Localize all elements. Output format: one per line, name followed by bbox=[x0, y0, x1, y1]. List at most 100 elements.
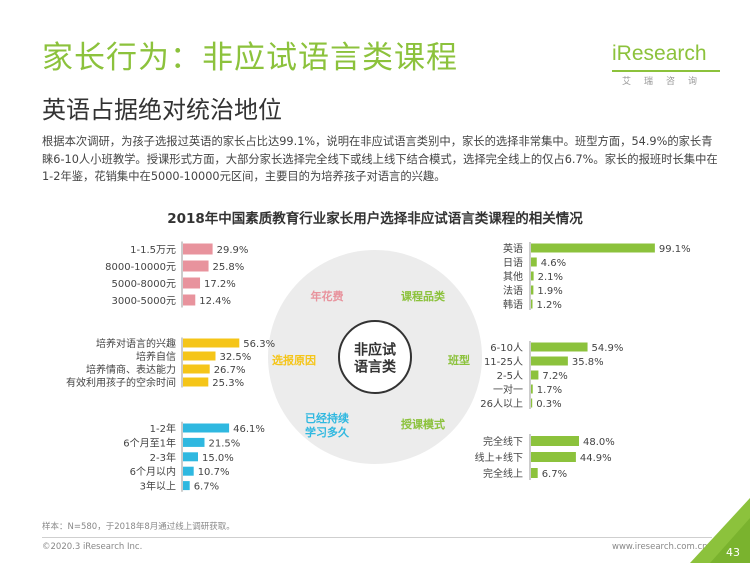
value-label: 1.9% bbox=[537, 286, 562, 297]
category-label: 英语 bbox=[503, 242, 523, 255]
value-label: 54.9% bbox=[592, 343, 624, 354]
panel-label: 课程品类 bbox=[401, 289, 446, 303]
category-label: 完全线下 bbox=[483, 435, 523, 448]
value-label: 48.0% bbox=[583, 437, 615, 448]
bar bbox=[183, 377, 209, 387]
bar bbox=[183, 437, 205, 447]
value-label: 29.9% bbox=[217, 245, 249, 256]
category-label: 培养自信 bbox=[136, 350, 176, 363]
bar bbox=[183, 260, 209, 272]
category-label: 2-3年 bbox=[150, 451, 176, 464]
bar bbox=[183, 423, 230, 433]
category-label: 1-2年 bbox=[150, 422, 176, 435]
category-label: 日语 bbox=[503, 257, 523, 269]
bar bbox=[183, 338, 240, 348]
panel-label: 学习多久 bbox=[305, 425, 350, 439]
bar bbox=[183, 481, 190, 491]
value-label: 6.7% bbox=[194, 482, 219, 493]
value-label: 46.1% bbox=[233, 424, 265, 435]
category-label: 完全线上 bbox=[483, 467, 523, 480]
value-label: 1.7% bbox=[537, 385, 562, 396]
value-label: 99.1% bbox=[659, 244, 691, 255]
sample-note: 样本：N=580，于2018年8月通过线上调研获取。 bbox=[42, 522, 235, 532]
bar bbox=[183, 364, 210, 374]
chart-title: 2018年中国素质教育行业家长用户选择非应试语言类课程的相关情况 bbox=[167, 211, 583, 227]
center-label-line: 非应试 bbox=[354, 342, 396, 359]
value-label: 25.8% bbox=[213, 262, 245, 273]
bar bbox=[531, 243, 655, 253]
logo-text: iResearch bbox=[612, 42, 707, 65]
category-label: 11-25人 bbox=[484, 356, 523, 368]
category-label: 培养情商、表达能力 bbox=[86, 363, 176, 376]
category-label: 其他 bbox=[503, 270, 523, 283]
category-label: 有效利用孩子的空余时间 bbox=[66, 376, 176, 389]
bar bbox=[183, 452, 198, 462]
logo-underline bbox=[612, 70, 720, 72]
bar bbox=[531, 285, 534, 295]
bar bbox=[531, 271, 534, 281]
category-label: 一对一 bbox=[493, 383, 523, 396]
category-label: 26人以上 bbox=[480, 398, 523, 410]
bar bbox=[531, 468, 538, 478]
page-title: 家长行为：非应试语言类课程 bbox=[42, 40, 458, 76]
category-label: 韩语 bbox=[503, 298, 523, 311]
value-label: 21.5% bbox=[209, 438, 241, 449]
panel-label: 已经持续 bbox=[305, 411, 349, 425]
iresearch-logo: iResearch 艾瑞咨询 bbox=[612, 42, 732, 87]
bar bbox=[531, 299, 533, 309]
summary-paragraph: 根据本次调研，为孩子选报过英语的家长占比达99.1%，说明在非应试语言类别中，家… bbox=[42, 135, 718, 183]
category-label: 2-5人 bbox=[497, 370, 523, 382]
value-label: 56.3% bbox=[243, 339, 275, 350]
category-label: 1-1.5万元 bbox=[130, 245, 176, 256]
bar bbox=[183, 466, 194, 476]
value-label: 10.7% bbox=[198, 467, 230, 478]
value-label: 32.5% bbox=[220, 352, 252, 363]
bar bbox=[531, 342, 588, 352]
panel-label: 授课模式 bbox=[401, 417, 445, 431]
value-label: 4.6% bbox=[541, 258, 566, 269]
center-label-line: 语言类 bbox=[354, 359, 397, 376]
panel-label: 选报原因 bbox=[272, 353, 316, 367]
logo-chinese: 艾瑞咨询 bbox=[622, 77, 711, 87]
category-label: 3000-5000元 bbox=[111, 296, 176, 307]
copyright: ©2020.3 iResearch Inc. bbox=[42, 542, 143, 552]
category-label: 6个月以内 bbox=[130, 465, 176, 478]
bar bbox=[183, 351, 216, 361]
value-label: 6.7% bbox=[542, 469, 567, 480]
category-label: 8000-10000元 bbox=[105, 262, 176, 273]
value-label: 2.1% bbox=[538, 272, 563, 283]
bar bbox=[531, 436, 579, 446]
value-label: 1.2% bbox=[537, 300, 562, 311]
value-label: 12.4% bbox=[199, 296, 231, 307]
bar bbox=[531, 370, 539, 380]
category-label: 3年以上 bbox=[140, 480, 176, 493]
bar bbox=[183, 243, 213, 255]
page-number: 43 bbox=[726, 546, 740, 559]
page-subtitle: 英语占据绝对统治地位 bbox=[42, 96, 282, 124]
footer-divider bbox=[42, 537, 712, 538]
panel-label: 班型 bbox=[448, 353, 470, 367]
category-label: 培养对语言的兴趣 bbox=[96, 337, 176, 350]
value-label: 35.8% bbox=[572, 357, 604, 368]
bar bbox=[183, 294, 196, 306]
category-label: 法语 bbox=[503, 284, 523, 297]
value-label: 7.2% bbox=[542, 371, 567, 382]
panel-label: 年花费 bbox=[311, 289, 344, 303]
bar bbox=[531, 398, 533, 408]
bar bbox=[531, 356, 568, 366]
bar bbox=[531, 384, 533, 394]
category-label: 线上+线下 bbox=[475, 451, 523, 464]
bar bbox=[531, 452, 576, 462]
category-label: 6-10人 bbox=[490, 342, 523, 354]
value-label: 0.3% bbox=[536, 399, 561, 410]
value-label: 44.9% bbox=[580, 453, 612, 464]
category-label: 5000-8000元 bbox=[111, 279, 176, 290]
value-label: 26.7% bbox=[214, 365, 246, 376]
corner-decoration bbox=[690, 498, 750, 563]
bar bbox=[531, 257, 537, 267]
value-label: 15.0% bbox=[202, 453, 234, 464]
website-link: www.iresearch.com.cn bbox=[612, 542, 708, 552]
center-inner-circle bbox=[338, 320, 412, 394]
value-label: 17.2% bbox=[204, 279, 236, 290]
